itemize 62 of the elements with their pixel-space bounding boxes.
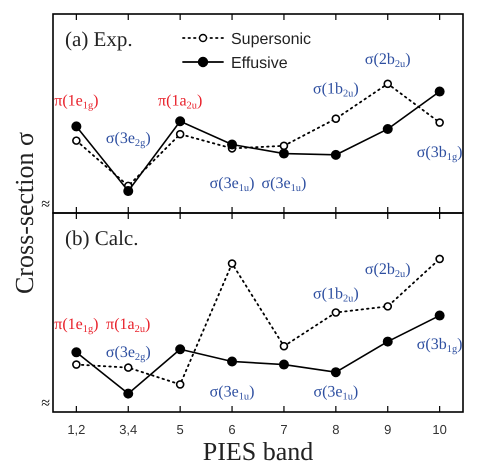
point (123, 186, 134, 196)
annotation: σ(2b$_{2u}$) (364, 261, 411, 280)
point (330, 367, 341, 378)
annotation: σ(3e$_{2g}$) (106, 344, 151, 362)
annotation: π(1e$_{1g}$) (54, 316, 98, 335)
point (280, 142, 288, 150)
point (123, 388, 134, 399)
point (227, 356, 238, 366)
x-tick-label: 5 (176, 422, 184, 437)
annotation: π(1a$_{2u}$) (158, 92, 202, 111)
x-tick-label: 9 (384, 422, 392, 437)
x-tick-label: 1,2 (67, 422, 86, 437)
point (227, 140, 238, 150)
annotation: σ(3b$_{1g}$) (416, 144, 462, 162)
annotation: σ(3e$_{1u}$) (262, 174, 306, 194)
annotation: σ(3e$_{1u}$) (210, 174, 254, 194)
point (72, 136, 81, 145)
point (434, 86, 445, 97)
point (175, 116, 186, 126)
annotation: σ(3e$_{1u}$) (313, 384, 358, 402)
point (176, 380, 184, 389)
text: σ(2b$_{2u}$) (364, 50, 411, 70)
annotation: σ(3e$_{1u}$) (210, 384, 254, 402)
point (278, 360, 289, 370)
point (124, 363, 133, 372)
point (434, 310, 445, 321)
annotation: σ(3e$_{2g}$) (106, 130, 151, 148)
legend-label: Effusive (231, 55, 288, 72)
point (176, 130, 184, 138)
point (435, 254, 444, 264)
annotation: σ(1b$_{2u}$) (313, 80, 359, 100)
point (280, 342, 288, 350)
x-tick-label: 3,4 (119, 422, 138, 437)
point (72, 360, 81, 369)
point (383, 79, 392, 88)
point (175, 344, 186, 354)
point (435, 118, 444, 127)
x-tick-label: 6 (228, 422, 236, 437)
point (332, 114, 340, 123)
x-tick-label: 7 (280, 422, 288, 437)
y-axis-title: Cross-section σ (10, 132, 39, 294)
text: ≈ (41, 395, 50, 412)
x-tick-label: 10 (432, 422, 447, 437)
point (382, 124, 393, 134)
point (330, 150, 341, 160)
point (382, 336, 393, 347)
point (278, 148, 289, 159)
annotation: σ(3b$_{1g}$) (416, 336, 462, 355)
x-tick-label: 8 (332, 422, 340, 437)
point (71, 121, 82, 132)
point (383, 302, 392, 311)
chart-title: (a) Exp. (65, 27, 133, 51)
chart-title: (b) Calc. (65, 226, 138, 250)
annotation: π(1a$_{2u}$) (106, 316, 150, 335)
annotation: π(1e$_{1g}$) (54, 92, 98, 111)
text: ≈ (41, 196, 50, 213)
legend-label: Supersonic (231, 31, 312, 48)
point (332, 308, 340, 317)
x-axis-title: PIES band (202, 437, 314, 466)
point (228, 259, 236, 268)
point (71, 347, 82, 358)
annotation: σ(1b$_{2u}$) (313, 286, 359, 304)
